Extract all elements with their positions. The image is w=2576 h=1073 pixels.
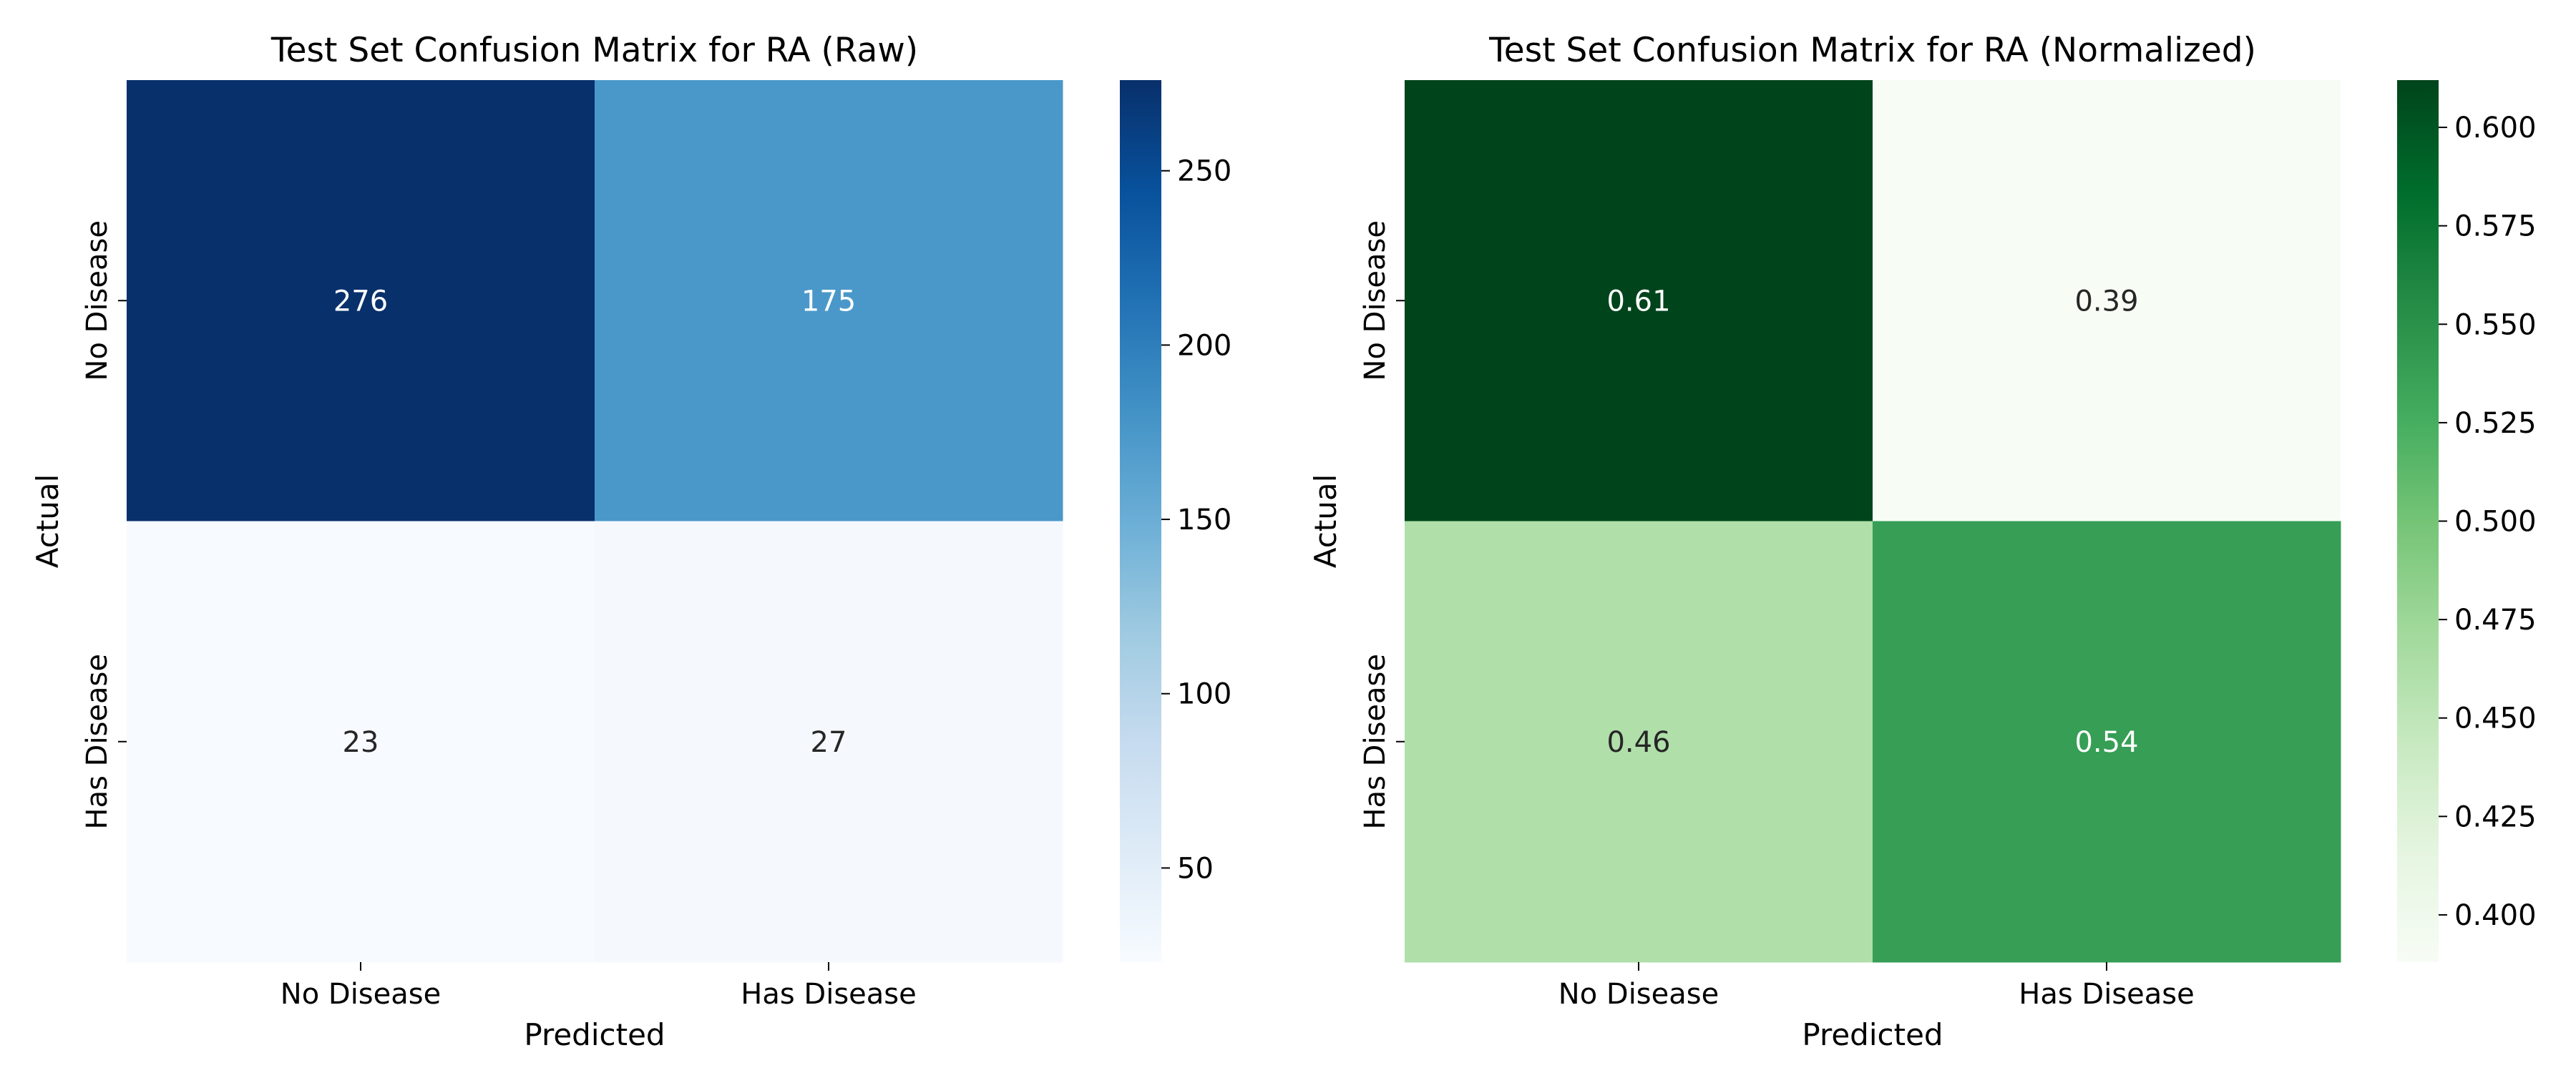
colorbar-tick-label: 0.475 [2454, 604, 2537, 637]
y-tick-label: Has Disease [1359, 654, 1392, 829]
colorbar-tick-label: 0.450 [2454, 702, 2537, 735]
cell-annotation: 276 [333, 285, 388, 318]
colorbar-tick-label: 0.525 [2454, 407, 2537, 440]
y-tick-label: No Disease [81, 220, 114, 381]
colorbar [2397, 80, 2439, 962]
colorbar-tick-label: 200 [1177, 329, 1231, 362]
y-axis-label: Actual [1308, 474, 1343, 569]
cell-annotation: 175 [801, 285, 856, 318]
colorbar-tick-label: 50 [1177, 852, 1214, 885]
colorbar [1120, 80, 1161, 962]
y-tick-label: Has Disease [81, 654, 114, 829]
heatmap-cell [595, 80, 1063, 521]
x-axis-label: Predicted [524, 1017, 665, 1052]
chart-title: Test Set Confusion Matrix for RA (Normal… [1488, 31, 2256, 70]
heatmap-cell [127, 80, 595, 521]
colorbar-tick-label: 0.425 [2454, 800, 2537, 833]
colorbar-tick-label: 0.600 [2454, 112, 2537, 144]
heatmap-cell [127, 521, 595, 963]
x-tick-label: Has Disease [741, 978, 916, 1011]
colorbar-tick-label: 250 [1177, 155, 1231, 188]
y-tick-label: No Disease [1359, 220, 1392, 381]
colorbar-tick-label: 150 [1177, 504, 1231, 536]
colorbar-tick-label: 0.550 [2454, 308, 2537, 341]
cell-annotation: 0.46 [1606, 726, 1670, 759]
heatmap-normalized: Test Set Confusion Matrix for RA (Normal… [1308, 31, 2537, 1052]
x-axis-label: Predicted [1802, 1017, 1943, 1052]
chart-title: Test Set Confusion Matrix for RA (Raw) [270, 31, 918, 70]
heatmap-cell [1405, 521, 1873, 963]
heatmap-cell [595, 521, 1063, 963]
x-tick-label: No Disease [280, 978, 441, 1011]
cell-annotation: 0.39 [2074, 285, 2138, 318]
x-tick-label: Has Disease [2019, 978, 2194, 1011]
cell-annotation: 0.54 [2074, 726, 2138, 759]
colorbar-tick-label: 100 [1177, 678, 1231, 711]
cell-annotation: 23 [343, 726, 379, 759]
cell-annotation: 0.61 [1606, 285, 1670, 318]
cell-annotation: 27 [811, 726, 847, 759]
x-tick-label: No Disease [1558, 978, 1719, 1011]
colorbar-tick-label: 0.575 [2454, 210, 2537, 243]
colorbar-tick-label: 0.400 [2454, 899, 2537, 932]
heatmap-cell [1873, 521, 2341, 963]
heatmap-raw: Test Set Confusion Matrix for RA (Raw) 27… [30, 31, 1231, 1052]
heatmap-cell [1873, 80, 2341, 521]
colorbar-tick-label: 0.500 [2454, 506, 2537, 539]
heatmap-cell [1405, 80, 1873, 521]
y-axis-label: Actual [30, 474, 65, 569]
